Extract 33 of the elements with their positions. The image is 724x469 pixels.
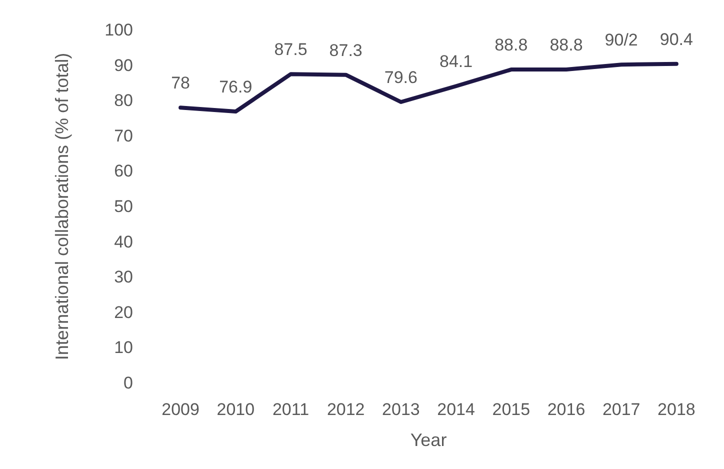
data-label: 88.8 [550, 36, 583, 55]
x-tick-label: 2014 [437, 400, 475, 419]
data-label: 90/2 [604, 30, 638, 50]
x-axis-title: Year [410, 430, 447, 450]
data-label: 87.5 [274, 40, 308, 60]
x-tick-label: 2018 [658, 400, 696, 419]
y-axis-title: International collaborations (% of total) [52, 52, 72, 360]
y-tick-label: 60 [114, 162, 133, 181]
x-tick-label: 2011 [272, 400, 310, 419]
data-label: 84.1 [440, 52, 473, 72]
x-tick-label: 2013 [382, 400, 420, 419]
x-tick-label: 2009 [162, 400, 200, 419]
y-tick-label: 100 [104, 20, 133, 40]
y-tick-label: 90 [114, 56, 133, 75]
x-tick-label: 2016 [547, 400, 586, 419]
data-label: 78 [171, 74, 190, 93]
data-label: 76.9 [219, 78, 252, 97]
x-tick-label: 2010 [216, 400, 255, 419]
y-tick-label: 50 [114, 197, 133, 216]
y-tick-label: 10 [114, 338, 133, 358]
data-label: 90.4 [660, 30, 693, 49]
y-tick-label: 70 [114, 126, 133, 146]
data-label: 79.6 [384, 68, 418, 88]
y-tick-label: 40 [114, 232, 133, 252]
y-tick-label: 80 [114, 91, 133, 110]
x-tick-label: 2015 [492, 400, 530, 419]
x-tick-label: 2012 [326, 400, 365, 419]
x-tick-label: 2017 [602, 400, 640, 419]
y-tick-label: 0 [124, 374, 133, 392]
y-tick-label: 30 [114, 268, 133, 287]
data-label: 88.8 [494, 36, 528, 55]
y-tick-label: 20 [114, 302, 133, 322]
data-label: 87.3 [329, 40, 362, 60]
